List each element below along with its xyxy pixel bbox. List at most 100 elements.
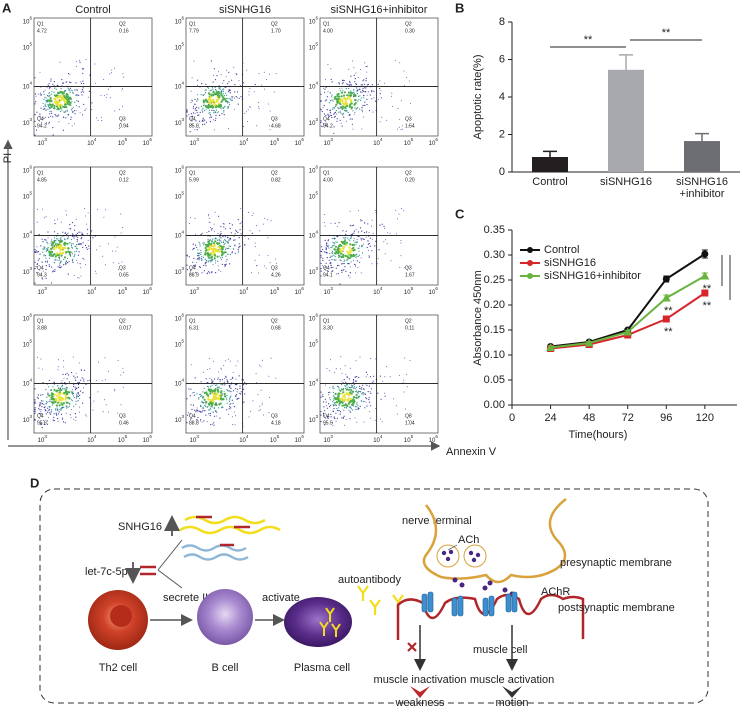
event-dot <box>209 222 211 224</box>
event-dot <box>59 267 62 269</box>
event-dot <box>350 387 351 388</box>
quadrant-value: 95.5 <box>323 420 333 426</box>
tick-base: 10 <box>309 45 316 51</box>
event-dot <box>235 96 237 98</box>
event-dot <box>72 385 75 387</box>
quadrant-value: 3.30 <box>323 325 333 331</box>
x-tick-label: siSNHG16 +inhibitor <box>676 176 728 200</box>
event-dot <box>75 397 77 399</box>
tick-label: 105 <box>23 339 33 348</box>
event-dot <box>363 104 365 106</box>
event-dot <box>76 243 78 246</box>
event-dot <box>219 255 221 257</box>
event-dot <box>45 410 47 412</box>
event-dot <box>121 89 123 91</box>
event-dot <box>240 391 242 393</box>
event-dot <box>258 364 260 366</box>
event-dot <box>101 120 103 121</box>
event-dot <box>67 257 68 259</box>
event-dot <box>359 95 361 97</box>
tick-base: 10 <box>23 342 30 348</box>
event-dot <box>49 399 51 401</box>
event-dot <box>198 241 200 243</box>
event-dot <box>71 125 73 127</box>
event-dot <box>217 407 220 409</box>
event-dot <box>71 90 73 92</box>
event-dot <box>340 104 342 106</box>
event-dot <box>226 380 228 382</box>
event-dot <box>55 252 59 255</box>
event-dot <box>57 239 60 242</box>
tick-label: 104 <box>87 286 97 295</box>
event-dot <box>225 240 227 242</box>
event-dot <box>360 257 362 259</box>
event-dot <box>353 248 356 252</box>
event-dot <box>91 109 93 111</box>
event-dot <box>198 397 200 399</box>
event-dot <box>76 376 78 378</box>
event-dot <box>80 82 83 84</box>
event-dot <box>229 103 231 105</box>
event-dot <box>331 81 333 83</box>
event-dot <box>223 107 225 109</box>
event-dot <box>335 105 337 107</box>
event-dot <box>349 81 351 83</box>
event-dot <box>196 420 198 422</box>
legend-marker <box>527 247 533 253</box>
event-dot <box>50 240 52 242</box>
tick-exponent: 6 <box>435 286 438 291</box>
event-dot <box>191 77 193 79</box>
event-dot <box>196 261 198 263</box>
event-dot <box>71 392 73 394</box>
event-dot <box>238 80 240 82</box>
event-dot <box>342 97 345 100</box>
event-dot <box>222 245 225 248</box>
tick-exponent: 6 <box>29 165 32 170</box>
event-dot <box>219 88 221 90</box>
event-dot <box>368 109 371 112</box>
event-dot <box>363 95 365 97</box>
event-dot <box>382 380 384 382</box>
event-dot <box>68 123 70 124</box>
event-dot <box>212 109 214 112</box>
event-dot <box>224 236 226 238</box>
event-dot <box>53 237 56 239</box>
event-dot <box>211 390 214 393</box>
event-dot <box>191 408 193 410</box>
event-dot <box>207 98 210 101</box>
event-dot <box>327 270 329 272</box>
event-dot <box>395 209 397 211</box>
event-dot <box>322 107 324 109</box>
tick-label: 103 <box>38 286 48 295</box>
event-dot <box>200 251 202 254</box>
event-dot <box>357 408 359 410</box>
event-dot <box>345 230 347 232</box>
event-dot <box>64 247 67 250</box>
event-dot <box>363 392 365 394</box>
event-dot <box>60 266 62 268</box>
event-dot <box>207 406 209 408</box>
x-axis-label: Time(hours) <box>569 429 628 441</box>
event-dot <box>200 419 202 421</box>
event-dot <box>221 379 223 381</box>
event-dot <box>230 391 232 393</box>
event-dot <box>253 91 255 93</box>
tick-label: 105 <box>404 434 414 443</box>
event-dot <box>215 272 217 274</box>
significance-label: ** <box>584 34 593 46</box>
event-dot <box>83 378 85 380</box>
event-dot <box>46 260 49 262</box>
event-dot <box>106 94 108 95</box>
event-dot <box>265 267 267 269</box>
event-dot <box>200 393 202 395</box>
event-dot <box>338 410 340 412</box>
tick-base: 10 <box>23 45 30 51</box>
event-dot <box>326 407 328 409</box>
event-dot <box>348 249 352 252</box>
event-dot <box>45 388 47 391</box>
event-dot <box>60 396 63 399</box>
quadrant-name: Q1 <box>323 21 330 27</box>
event-dot <box>73 405 75 407</box>
event-dot <box>40 245 42 247</box>
event-dot <box>205 391 208 394</box>
